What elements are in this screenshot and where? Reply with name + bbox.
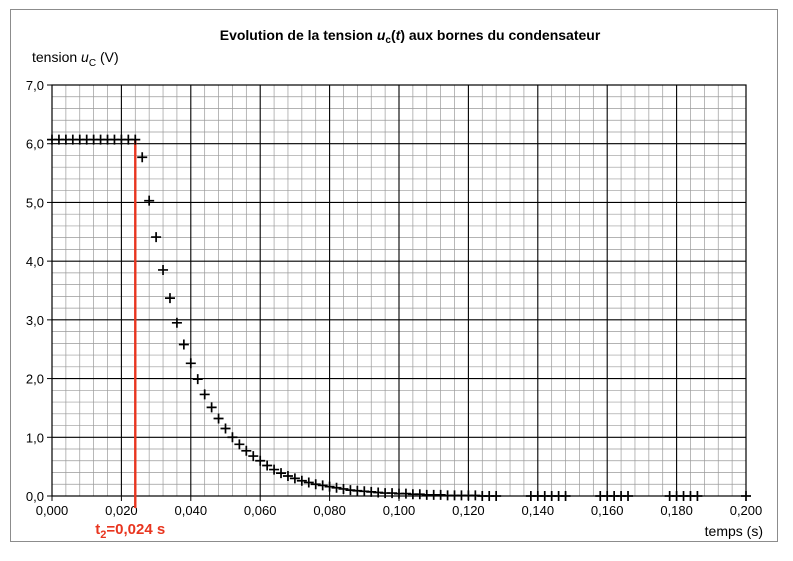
data-point-marker — [296, 475, 307, 486]
data-point-marker — [213, 413, 224, 424]
x-tick-label: 0,120 — [452, 503, 485, 518]
y-tick-label: 7,0 — [26, 78, 44, 93]
y-tick-label: 2,0 — [26, 372, 44, 387]
y-tick-labels: 0,0 1,0 2,0 3,0 4,0 5,0 6,0 7,0 — [26, 78, 44, 504]
annotation-label: t2=0,024 s — [95, 521, 165, 541]
chart-svg: Evolution de la tension uc(t) aux bornes… — [26, 27, 763, 541]
y-tick-label: 6,0 — [26, 137, 44, 152]
x-tick-label: 0,180 — [660, 503, 693, 518]
data-markers — [47, 134, 751, 501]
data-point-marker — [324, 481, 335, 492]
data-point-marker — [262, 460, 273, 471]
y-tick-label: 5,0 — [26, 195, 44, 210]
data-point-marker — [234, 439, 245, 450]
data-point-marker — [282, 471, 293, 482]
x-tick-label: 0,100 — [383, 503, 416, 518]
data-point-marker — [255, 455, 266, 466]
data-point-marker — [164, 293, 175, 304]
y-tick-label: 3,0 — [26, 313, 44, 328]
x-tick-label: 0,000 — [36, 503, 69, 518]
x-tick-labels: 0,000 0,020 0,040 0,060 0,080 0,100 0,120 0,140… — [36, 503, 763, 518]
x-tick-label: 0,140 — [522, 503, 555, 518]
x-tick-label: 0,080 — [313, 503, 346, 518]
data-point-marker — [137, 152, 148, 163]
y-tick-label: 1,0 — [26, 430, 44, 445]
data-point-marker — [144, 195, 155, 206]
data-point-marker — [276, 468, 287, 479]
x-tick-label: 0,160 — [591, 503, 624, 518]
axes — [47, 84, 747, 501]
y-tick-label: 0,0 — [26, 489, 44, 504]
data-point-marker — [491, 491, 502, 501]
grid-major — [52, 85, 746, 496]
data-point-marker — [241, 445, 252, 456]
data-point-marker — [317, 480, 328, 491]
data-point-marker — [692, 491, 703, 501]
data-point-marker — [199, 389, 210, 400]
x-tick-label: 0,040 — [175, 503, 208, 518]
data-point-marker — [310, 479, 321, 490]
data-point-marker — [303, 477, 314, 488]
data-point-marker — [331, 482, 342, 493]
data-point-marker — [560, 491, 571, 501]
data-point-marker — [248, 451, 259, 462]
data-point-marker — [171, 317, 182, 328]
x-tick-label: 0,020 — [105, 503, 138, 518]
data-point-marker — [227, 432, 238, 443]
x-axis-label: temps (s) — [705, 523, 763, 539]
data-point-marker — [623, 491, 634, 501]
data-point-marker — [151, 232, 162, 243]
data-point-marker — [158, 264, 169, 275]
data-point-marker — [289, 473, 300, 484]
annotation-layer: t2=0,024 s — [95, 139, 165, 541]
y-axis-label: tension uC (V) — [32, 49, 119, 69]
data-point-marker — [206, 402, 217, 413]
data-point-marker — [741, 491, 751, 501]
y-tick-label: 4,0 — [26, 254, 44, 269]
data-point-marker — [192, 374, 203, 385]
data-point-marker — [178, 339, 189, 350]
data-point-marker — [338, 483, 349, 494]
x-tick-label: 0,060 — [244, 503, 277, 518]
chart-frame: Evolution de la tension uc(t) aux bornes… — [10, 9, 778, 542]
data-point-marker — [130, 134, 141, 145]
data-point-marker — [185, 358, 196, 369]
data-point-marker — [220, 423, 231, 434]
chart-title: Evolution de la tension uc(t) aux bornes… — [220, 27, 601, 46]
data-point-marker — [269, 464, 280, 475]
x-tick-label: 0,200 — [730, 503, 763, 518]
